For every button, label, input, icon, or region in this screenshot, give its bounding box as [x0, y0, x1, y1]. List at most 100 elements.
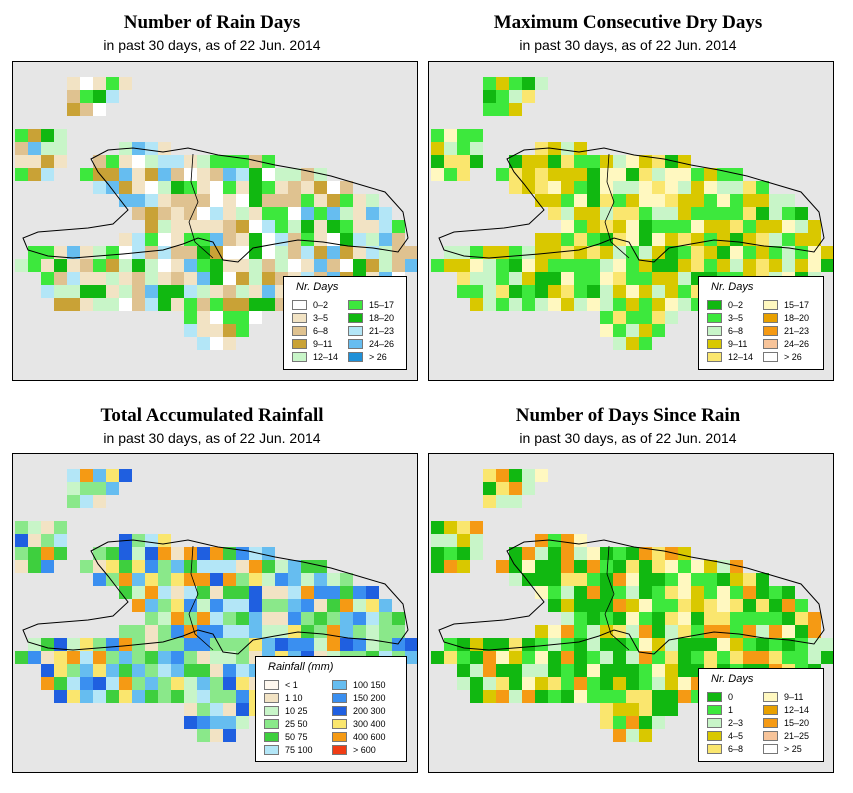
grid-cell [535, 586, 548, 599]
grid-cell [223, 272, 236, 285]
grid-cell [223, 560, 236, 573]
grid-cell [691, 220, 704, 233]
legend-label: 12–14 [313, 352, 339, 362]
grid-cell [782, 207, 795, 220]
grid-cell [405, 651, 417, 664]
grid-cell [795, 220, 808, 233]
grid-cell [210, 560, 223, 573]
grid-cell [756, 207, 769, 220]
grid-cell [457, 677, 470, 690]
grid-cell [587, 690, 600, 703]
grid-cell [171, 155, 184, 168]
grid-cell [119, 285, 132, 298]
grid-cell [808, 612, 821, 625]
grid-cell [80, 638, 93, 651]
grid-cell [756, 233, 769, 246]
grid-cell [119, 469, 132, 482]
grid-cell [67, 259, 80, 272]
grid-cell [496, 495, 509, 508]
grid-cell [197, 246, 210, 259]
grid-cell [522, 298, 535, 311]
grid-cell [275, 560, 288, 573]
panel-subtitle: in past 30 days, as of 22 Jun. 2014 [519, 430, 737, 446]
grid-cell [678, 181, 691, 194]
grid-cell [236, 586, 249, 599]
grid-cell [574, 233, 587, 246]
grid-cell [496, 168, 509, 181]
grid-cell [444, 129, 457, 142]
grid-cell [548, 560, 561, 573]
grid-cell [535, 625, 548, 638]
grid-cell [704, 612, 717, 625]
grid-cell [249, 560, 262, 573]
grid-cell [574, 207, 587, 220]
grid-cell [67, 77, 80, 90]
grid-cell [210, 298, 223, 311]
grid-cell [145, 168, 158, 181]
grid-cells [431, 77, 833, 350]
grid-cell [691, 246, 704, 259]
grid-cell [262, 155, 275, 168]
grid-cell [769, 625, 782, 638]
grid-cell [158, 690, 171, 703]
grid-cell [392, 625, 405, 638]
grid-cell [769, 233, 782, 246]
legend-swatch [763, 718, 778, 728]
grid-cell [262, 298, 275, 311]
grid-cell [145, 586, 158, 599]
grid-cell [132, 664, 145, 677]
grid-cell [730, 560, 743, 573]
grid-cell [808, 233, 821, 246]
grid-cell [639, 155, 652, 168]
grid-cell [587, 259, 600, 272]
legend-swatch [707, 731, 722, 741]
grid-cell [15, 651, 28, 664]
grid-cell [626, 664, 639, 677]
grid-cell [639, 311, 652, 324]
grid-cell [626, 651, 639, 664]
grid-cell [626, 729, 639, 742]
grid-cell [41, 272, 54, 285]
grid-cell [275, 220, 288, 233]
grid-cell [158, 599, 171, 612]
grid-cell [613, 181, 626, 194]
grid-cell [184, 599, 197, 612]
grid-cell [613, 716, 626, 729]
grid-cell [548, 272, 561, 285]
grid-cell [574, 142, 587, 155]
grid-cell [626, 625, 639, 638]
grid-cell [236, 547, 249, 560]
legend-label: > 600 [353, 745, 376, 755]
grid-cell [210, 259, 223, 272]
grid-cell [665, 298, 678, 311]
grid-cell [28, 534, 41, 547]
grid-cell [236, 664, 249, 677]
legend-label: 0–2 [313, 300, 329, 310]
grid-cell [652, 690, 665, 703]
grid-cell [210, 664, 223, 677]
grid-cell [119, 259, 132, 272]
grid-cell [184, 560, 197, 573]
grid-cell [327, 586, 340, 599]
border-line [604, 545, 630, 651]
grid-cell [171, 638, 184, 651]
grid-cell [236, 298, 249, 311]
grid-cell [821, 651, 833, 664]
grid-cell [184, 285, 197, 298]
grid-cell [184, 181, 197, 194]
legend-swatch [332, 732, 347, 742]
grid-cell [67, 90, 80, 103]
grid-cell [197, 181, 210, 194]
grid-cell [145, 534, 158, 547]
grid-cell [587, 181, 600, 194]
grid-cell [639, 716, 652, 729]
grid-cell [600, 664, 613, 677]
grid-cell [509, 272, 522, 285]
grid-cell [262, 638, 275, 651]
grid-cell [587, 298, 600, 311]
grid-cell [314, 612, 327, 625]
grid-cell [782, 625, 795, 638]
grid-cell [119, 547, 132, 560]
grid-cell [587, 599, 600, 612]
map-grid [15, 77, 417, 350]
